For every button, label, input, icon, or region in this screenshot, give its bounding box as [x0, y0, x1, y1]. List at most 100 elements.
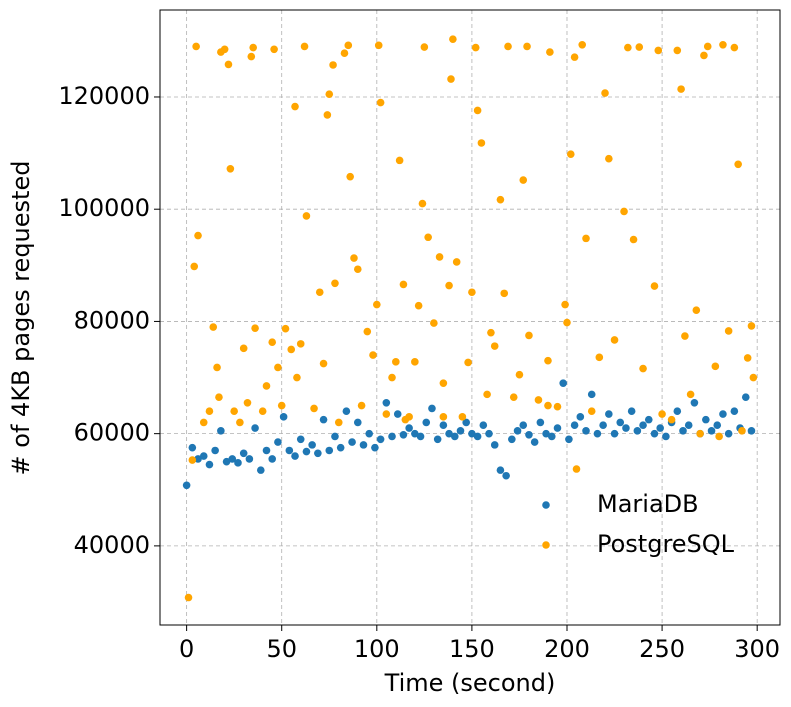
point	[504, 42, 512, 51]
point	[563, 318, 571, 327]
point	[188, 456, 197, 464]
point	[205, 407, 214, 416]
point	[741, 393, 750, 401]
point	[346, 172, 354, 181]
point	[376, 435, 385, 444]
point	[424, 233, 432, 242]
point	[525, 331, 533, 340]
point	[496, 195, 505, 204]
point	[724, 429, 733, 438]
point	[247, 52, 256, 61]
point	[274, 438, 282, 446]
x-tick-label: 150	[449, 635, 495, 663]
point	[184, 593, 193, 602]
point	[500, 289, 509, 298]
point	[519, 176, 528, 184]
point	[268, 455, 277, 463]
point	[673, 407, 682, 416]
point	[624, 43, 632, 52]
point	[420, 43, 429, 51]
point	[468, 288, 476, 297]
point	[747, 427, 756, 435]
point	[468, 429, 476, 438]
point	[633, 427, 642, 435]
point	[350, 254, 358, 262]
point	[582, 427, 590, 435]
point	[291, 452, 299, 460]
point	[277, 401, 286, 410]
point	[285, 446, 294, 455]
point	[707, 427, 716, 435]
point	[357, 401, 366, 410]
point	[566, 150, 575, 159]
point	[344, 41, 353, 50]
point	[270, 45, 278, 54]
point	[490, 441, 499, 449]
point	[296, 435, 305, 444]
point	[553, 402, 562, 411]
point	[331, 279, 339, 288]
point	[644, 415, 653, 424]
point	[711, 362, 720, 371]
point	[411, 358, 419, 366]
point	[599, 421, 607, 430]
point	[667, 415, 676, 424]
point	[392, 358, 400, 366]
point	[414, 301, 423, 310]
point	[587, 390, 596, 399]
point	[702, 415, 710, 424]
point	[234, 459, 242, 467]
point	[605, 410, 613, 418]
point	[439, 421, 448, 430]
point	[310, 404, 318, 413]
point	[544, 356, 552, 365]
point	[595, 353, 604, 362]
point	[314, 449, 322, 458]
point	[692, 306, 701, 315]
point	[205, 460, 214, 469]
point	[684, 421, 693, 430]
legend-label: PostgreSQL	[597, 530, 735, 558]
point	[217, 427, 225, 435]
point	[719, 410, 727, 418]
point	[445, 281, 453, 290]
x-tick-label: 100	[354, 635, 400, 663]
point	[300, 42, 309, 51]
point	[222, 457, 231, 466]
point	[395, 156, 404, 165]
point	[331, 432, 339, 441]
point	[734, 160, 742, 169]
point	[508, 435, 516, 444]
x-axis-label: Time (second)	[384, 669, 556, 697]
x-tick-label: 200	[544, 635, 590, 663]
point	[523, 42, 531, 51]
point	[553, 424, 562, 432]
point	[654, 46, 663, 55]
point	[561, 300, 569, 309]
y-tick-label: 100000	[58, 194, 150, 222]
point	[405, 424, 413, 432]
point	[565, 435, 573, 444]
point	[525, 430, 533, 439]
point	[388, 373, 396, 382]
point	[393, 410, 402, 418]
point	[194, 455, 202, 463]
point	[530, 438, 539, 446]
point	[576, 413, 585, 421]
point	[256, 466, 265, 474]
point	[439, 379, 448, 387]
point	[430, 319, 438, 327]
point	[365, 429, 374, 438]
point	[700, 51, 708, 60]
point	[458, 413, 467, 421]
point	[373, 300, 381, 309]
point	[435, 253, 444, 261]
point	[629, 235, 638, 244]
point	[199, 452, 208, 460]
point	[291, 102, 299, 111]
point	[239, 344, 248, 353]
y-tick-label: 80000	[74, 306, 150, 334]
point	[336, 443, 345, 452]
x-tick-label: 0	[179, 635, 194, 663]
